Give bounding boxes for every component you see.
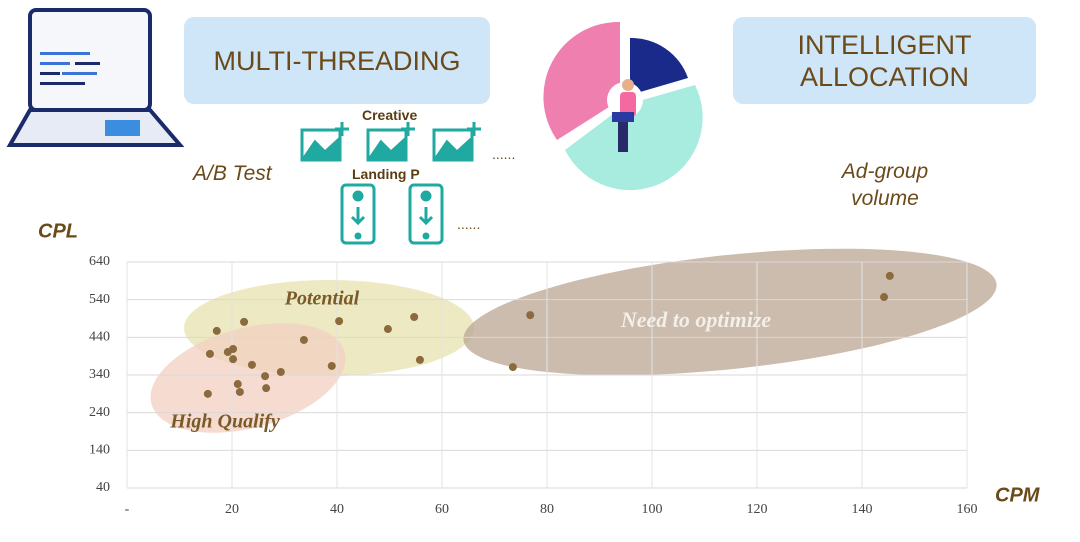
x-tick-label: 20 — [225, 502, 239, 517]
point — [335, 317, 344, 326]
point — [415, 355, 424, 364]
point — [526, 311, 535, 320]
point — [276, 367, 285, 376]
y-tick-label: 40 — [96, 480, 110, 495]
point — [229, 355, 238, 364]
point — [880, 293, 889, 302]
landing-label: Landing P — [352, 166, 420, 182]
landing-icons — [340, 183, 444, 245]
point — [262, 384, 271, 393]
x-tick-label: 120 — [747, 502, 768, 517]
y-axis-label: CPL — [38, 220, 78, 242]
y-tick-label: 540 — [89, 292, 110, 307]
more-creative: ...... — [492, 146, 516, 162]
point — [233, 380, 242, 389]
x-tick-label: 140 — [852, 502, 873, 517]
x-tick-label: 80 — [540, 502, 554, 517]
pie-icon — [543, 21, 703, 191]
ab-test-label: A/B Test — [193, 162, 272, 185]
point — [240, 317, 249, 326]
x-tick-label: 160 — [957, 502, 978, 517]
annotation: High Qualify — [169, 411, 280, 433]
y-tick-label: 240 — [89, 405, 110, 420]
multi-threading-box: MULTI-THREADING — [184, 17, 490, 104]
x-tick-label: 100 — [642, 502, 663, 517]
y-tick-label: 440 — [89, 330, 110, 345]
point — [885, 271, 894, 280]
ad-group-label: Ad-group volume — [841, 160, 929, 210]
point — [247, 360, 256, 369]
point — [299, 335, 308, 344]
optimize-zone — [463, 248, 997, 376]
high-qualify-zone — [150, 323, 346, 433]
y-tick-label: 640 — [89, 254, 110, 269]
point — [212, 326, 221, 335]
point — [229, 345, 238, 354]
x-tick-label: 40 — [330, 502, 344, 517]
x-tick-label: 60 — [435, 502, 449, 517]
point — [327, 361, 336, 370]
point — [261, 372, 270, 381]
annotation: Potential — [284, 288, 360, 310]
y-tick-label: 140 — [89, 443, 110, 458]
creative-label: Creative — [362, 107, 418, 123]
more-landing: ...... — [457, 216, 481, 232]
point — [235, 387, 244, 396]
point — [383, 325, 392, 334]
creative-icons — [300, 122, 481, 162]
annotation: Need to optimize — [620, 307, 772, 332]
chart: 40 140 240 340 440 540 640 - 20 40 60 80 100 120 140 16… — [38, 220, 1041, 517]
point — [205, 349, 214, 358]
laptop-icon — [6, 8, 185, 147]
x-tick-label: - — [125, 502, 130, 517]
x-axis-label: CPM — [995, 484, 1041, 506]
point — [410, 312, 419, 321]
point — [203, 389, 212, 398]
y-tick-label: 340 — [89, 367, 110, 382]
point — [508, 363, 517, 372]
allocation-box: INTELLIGENT ALLOCATION — [733, 17, 1036, 104]
